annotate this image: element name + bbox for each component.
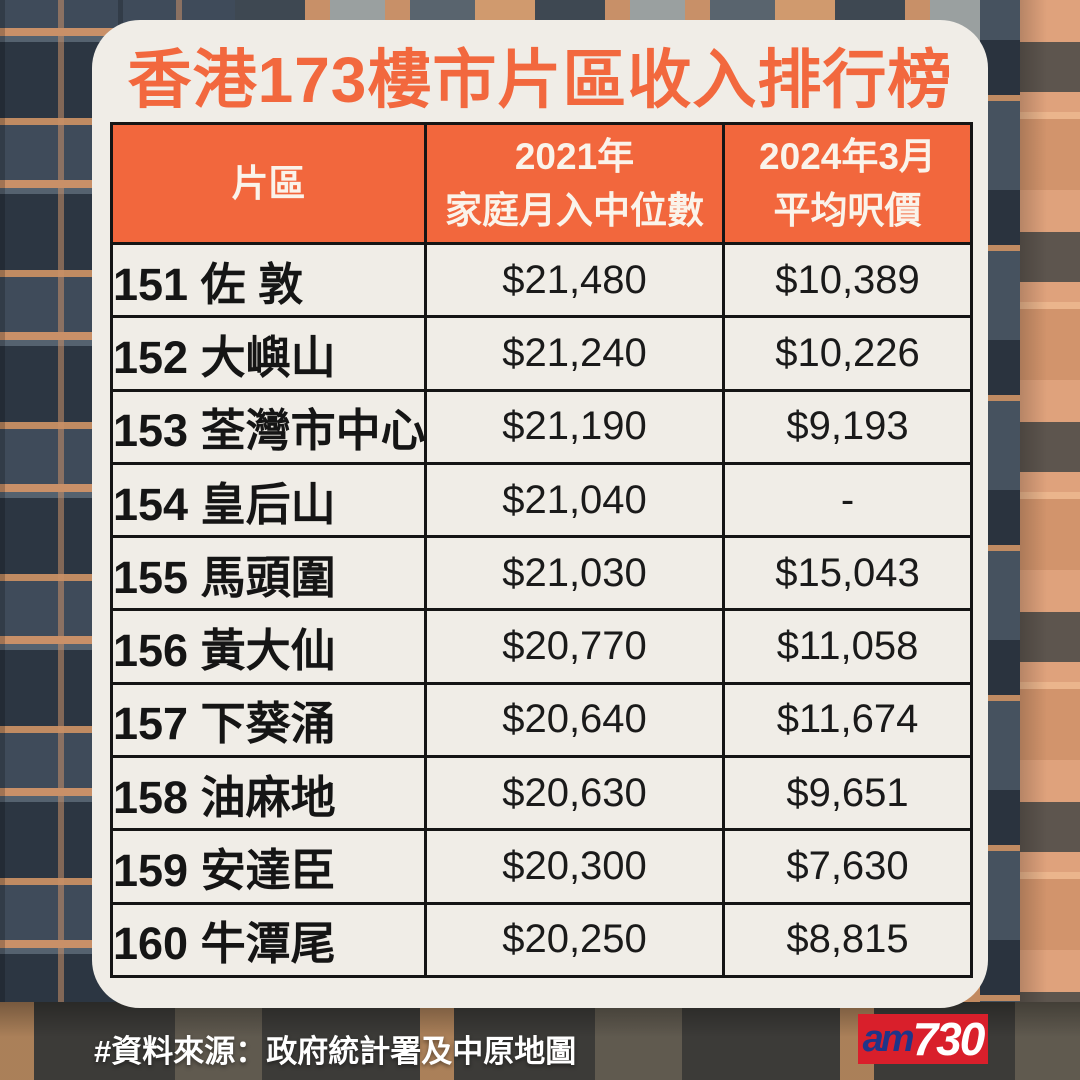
district-cell: 156 黃大仙 (110, 608, 427, 685)
table-row: 157 下葵涌 $20,640 $11,674 (110, 681, 973, 759)
table-row: 155 馬頭圍 $21,030 $15,043 (110, 535, 973, 612)
price-cell: $8,815 (722, 901, 973, 979)
price-cell: $9,651 (722, 755, 973, 832)
table-row: 152 大嶼山 $21,240 $10,226 (110, 315, 973, 392)
district-cell: 152 大嶼山 (110, 315, 427, 392)
price-cell: $10,389 (722, 241, 973, 319)
column-header-price-line2: 平均呎價 (773, 189, 922, 231)
am730-logo-number: 730 (912, 1013, 986, 1065)
price-cell: $15,043 (722, 535, 973, 612)
table-row: 153 荃灣市中心 $21,190 $9,193 (110, 388, 973, 465)
page-title: 香港173樓市片區收入排行榜 (127, 44, 953, 116)
price-cell: $9,193 (722, 388, 973, 465)
district-cell: 151 佐 敦 (110, 241, 427, 319)
income-cell: $21,030 (424, 535, 725, 612)
price-cell: - (722, 461, 973, 539)
district-cell: 153 荃灣市中心 (110, 388, 427, 465)
district-cell: 158 油麻地 (110, 755, 427, 832)
infographic-card: 香港173樓市片區收入排行榜 片區 2021年 家庭月入中位數 2024年3月 … (92, 20, 988, 1008)
price-cell: $11,058 (722, 608, 973, 685)
background-building-right-outer (1020, 0, 1080, 1080)
income-cell: $20,770 (424, 608, 725, 685)
column-header-income: 2021年 家庭月入中位數 (424, 122, 725, 245)
income-cell: $20,250 (424, 901, 725, 979)
income-cell: $21,240 (424, 315, 725, 392)
column-header-price: 2024年3月 平均呎價 (722, 122, 973, 245)
price-cell: $10,226 (722, 315, 973, 392)
income-cell: $20,640 (424, 681, 725, 759)
price-cell: $11,674 (722, 681, 973, 759)
table-row: 158 油麻地 $20,630 $9,651 (110, 755, 973, 832)
column-header-income-line2: 家庭月入中位數 (445, 189, 704, 231)
income-cell: $20,300 (424, 828, 725, 905)
price-cell: $7,630 (722, 828, 973, 905)
table-row: 151 佐 敦 $21,480 $10,389 (110, 241, 973, 319)
ranking-table: 片區 2021年 家庭月入中位數 2024年3月 平均呎價 151 佐 敦 $2… (110, 122, 973, 979)
am730-logo: am 730 (858, 1014, 988, 1064)
column-header-income-line1: 2021年 (514, 135, 635, 177)
am730-logo-am: am (862, 1018, 915, 1060)
data-source-note: #資料來源：政府統計署及中原地圖 (94, 1034, 577, 1069)
column-header-price-line1: 2024年3月 (759, 135, 936, 177)
district-cell: 157 下葵涌 (110, 681, 427, 759)
district-cell: 160 牛潭尾 (110, 901, 427, 979)
income-cell: $21,040 (424, 461, 725, 539)
income-cell: $21,480 (424, 241, 725, 319)
district-cell: 159 安達臣 (110, 828, 427, 905)
table-row: 156 黃大仙 $20,770 $11,058 (110, 608, 973, 685)
table-row: 154 皇后山 $21,040 - (110, 461, 973, 539)
table-header-row: 片區 2021年 家庭月入中位數 2024年3月 平均呎價 (110, 122, 973, 245)
table-row: 159 安達臣 $20,300 $7,630 (110, 828, 973, 905)
income-cell: $20,630 (424, 755, 725, 832)
district-cell: 155 馬頭圍 (110, 535, 427, 612)
income-cell: $21,190 (424, 388, 725, 465)
column-header-district: 片區 (110, 122, 427, 245)
district-cell: 154 皇后山 (110, 461, 427, 539)
table-row: 160 牛潭尾 $20,250 $8,815 (110, 901, 973, 979)
